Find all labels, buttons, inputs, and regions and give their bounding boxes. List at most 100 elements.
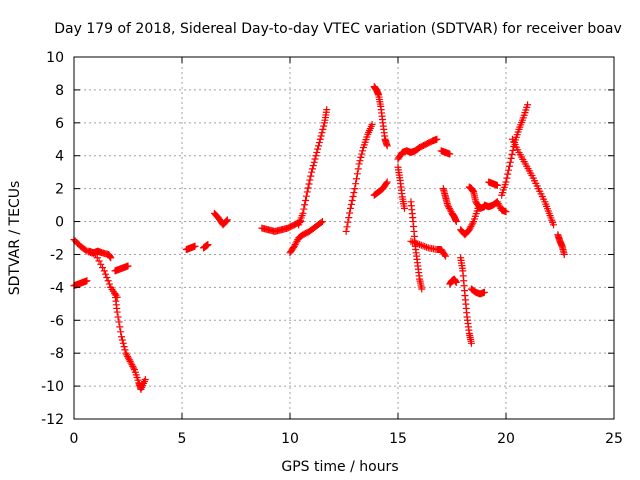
data-point xyxy=(496,203,504,211)
data-point xyxy=(359,147,367,155)
x-axis-title: GPS time / hours xyxy=(281,459,398,475)
data-segment xyxy=(182,242,199,254)
data-point xyxy=(452,218,460,226)
y-tick-label: -4 xyxy=(50,280,64,296)
y-tick-label: -10 xyxy=(41,379,64,395)
data-point xyxy=(502,208,510,216)
chart-title: Day 179 of 2018, Sidereal Day-to-day VTE… xyxy=(54,21,622,37)
data-point xyxy=(222,217,230,225)
data-point xyxy=(124,262,132,270)
data-segment xyxy=(508,135,558,229)
data-point xyxy=(120,343,128,351)
data-point xyxy=(128,361,136,369)
data-point xyxy=(83,277,91,285)
data-point xyxy=(307,172,315,180)
data-point xyxy=(289,244,297,252)
data-point xyxy=(311,155,319,163)
y-tick-label: 2 xyxy=(55,182,64,198)
y-tick-label: 8 xyxy=(55,83,64,99)
data-point xyxy=(346,204,354,212)
data-segment xyxy=(370,83,391,150)
data-point xyxy=(318,129,326,137)
data-point xyxy=(107,254,115,262)
data-point xyxy=(469,219,477,227)
data-point xyxy=(299,209,307,217)
data-point xyxy=(97,260,105,268)
data-segment xyxy=(439,185,460,226)
data-point xyxy=(503,174,511,182)
data-point xyxy=(357,153,365,161)
y-tick-label: -6 xyxy=(50,313,64,329)
y-tick-label: -2 xyxy=(50,247,64,263)
data-point xyxy=(409,238,417,246)
data-point xyxy=(467,222,475,230)
data-point xyxy=(304,184,312,192)
y-tick-label: 4 xyxy=(55,149,64,165)
data-point xyxy=(313,148,321,156)
data-point xyxy=(319,125,327,133)
data-point xyxy=(354,165,362,173)
data-point xyxy=(125,356,133,364)
data-segment xyxy=(394,163,408,212)
data-point xyxy=(130,364,138,372)
data-point xyxy=(507,154,515,162)
data-point xyxy=(124,352,132,360)
data-point xyxy=(292,239,300,247)
data-segment xyxy=(407,237,450,260)
data-segment xyxy=(111,262,132,275)
data-point xyxy=(445,203,453,211)
data-point xyxy=(300,205,308,213)
data-point xyxy=(509,146,517,154)
data-segment xyxy=(407,198,426,293)
x-tick-label: 25 xyxy=(605,431,623,447)
axis-ticks xyxy=(73,56,615,420)
data-point xyxy=(349,193,357,201)
y-tick-label: -12 xyxy=(41,412,64,428)
y-axis-title: SDTVAR / TECUs xyxy=(7,181,23,296)
x-tick-label: 20 xyxy=(497,431,515,447)
y-tick-label: 10 xyxy=(46,50,64,66)
data-point xyxy=(348,196,356,204)
data-point xyxy=(421,243,429,251)
x-tick-label: 10 xyxy=(281,431,299,447)
data-point xyxy=(318,218,326,226)
data-point xyxy=(446,150,454,158)
data-point xyxy=(315,139,323,147)
data-point xyxy=(356,157,364,165)
data-point xyxy=(124,354,132,362)
data-point xyxy=(119,339,127,347)
data-point xyxy=(114,313,122,321)
data-point xyxy=(410,239,418,247)
data-point xyxy=(117,328,125,336)
data-point xyxy=(502,178,510,186)
data-point xyxy=(480,288,488,296)
data-point xyxy=(351,185,359,193)
data-point xyxy=(560,250,568,258)
data-point xyxy=(102,270,110,278)
data-point xyxy=(320,122,328,130)
data-point xyxy=(290,242,298,250)
data-segment xyxy=(498,101,532,199)
data-point xyxy=(103,273,111,281)
data-point xyxy=(141,376,149,384)
data-point xyxy=(419,242,427,250)
data-point xyxy=(346,209,354,217)
data-point xyxy=(115,318,123,326)
data-point xyxy=(465,226,473,234)
data-point xyxy=(433,135,441,143)
data-point xyxy=(467,339,475,347)
data-point xyxy=(412,239,420,247)
data-point xyxy=(452,278,460,286)
data-point xyxy=(118,336,126,344)
data-point xyxy=(306,176,314,184)
data-point xyxy=(466,224,474,232)
data-point xyxy=(382,179,390,187)
y-tick-label: 6 xyxy=(55,116,64,132)
plot-frame xyxy=(73,56,615,420)
data-point xyxy=(204,241,212,249)
data-point xyxy=(508,150,516,158)
data-point xyxy=(127,359,135,367)
data-point xyxy=(505,166,513,174)
data-point xyxy=(99,264,107,272)
data-point xyxy=(524,101,532,109)
